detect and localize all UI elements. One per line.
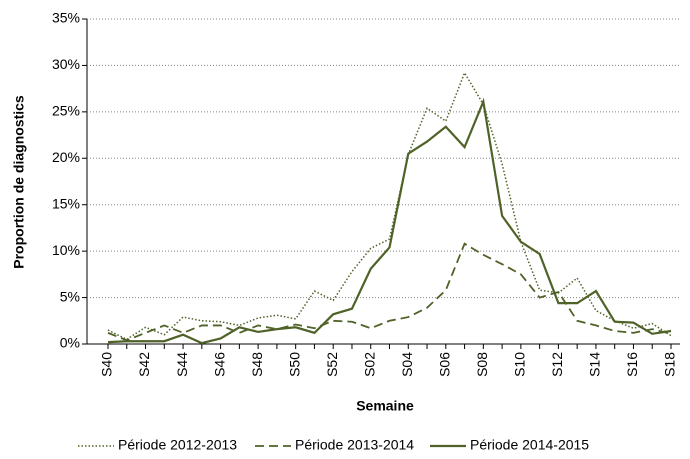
x-tick-label: S04 xyxy=(399,352,415,377)
line-series xyxy=(107,71,672,341)
x-tick-label: S40 xyxy=(99,352,115,377)
x-tick-label: S48 xyxy=(249,352,265,377)
y-axis-label: Proportion de diagnostics xyxy=(11,95,27,269)
x-tick-label: S02 xyxy=(361,352,377,377)
x-tick-label: S44 xyxy=(174,352,190,377)
line-series xyxy=(107,242,672,342)
line-series xyxy=(107,97,672,345)
x-tick-label: S08 xyxy=(474,352,490,377)
x-tick-label: S52 xyxy=(324,352,340,377)
x-tick-label: S10 xyxy=(512,352,528,377)
y-tick-label: 20% xyxy=(52,149,80,165)
x-tick-label: S16 xyxy=(624,352,640,377)
x-tick-label: S12 xyxy=(549,352,565,377)
y-tick-label: 5% xyxy=(60,288,80,304)
y-tick-label: 15% xyxy=(52,195,80,211)
x-tick-label: S46 xyxy=(211,352,227,377)
x-axis-label: Semaine xyxy=(356,398,414,414)
y-tick-label: 10% xyxy=(52,242,80,258)
x-tick-label: S06 xyxy=(437,352,453,377)
legend-label: Période 2012-2013 xyxy=(118,437,237,453)
x-tick-label: S14 xyxy=(587,352,603,377)
y-tick-label: 0% xyxy=(60,335,80,351)
legend-label: Période 2013-2014 xyxy=(295,437,414,453)
y-tick-label: 25% xyxy=(52,103,80,119)
x-tick-label: S42 xyxy=(136,352,152,377)
y-tick-label: 30% xyxy=(52,56,80,72)
x-tick-label: S50 xyxy=(286,352,302,377)
legend-label: Période 2014-2015 xyxy=(470,437,589,453)
y-tick-label: 35% xyxy=(52,10,80,26)
x-tick-label: S18 xyxy=(662,352,678,377)
